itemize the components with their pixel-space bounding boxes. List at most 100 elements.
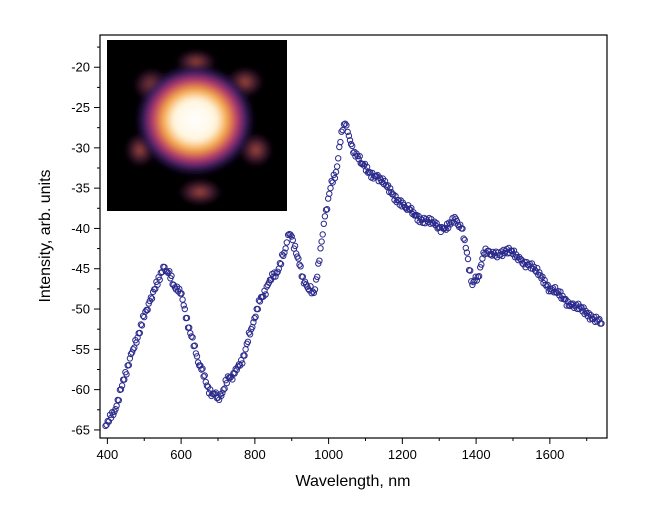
trace-point <box>179 296 186 303</box>
data-point <box>113 402 120 409</box>
trace-point <box>343 122 350 129</box>
x-axis-label: Wavelength, nm <box>295 473 410 490</box>
data-point <box>181 305 189 313</box>
trace-point <box>335 155 342 162</box>
data-point <box>561 296 568 303</box>
data-point <box>284 231 292 239</box>
data-point <box>487 251 495 258</box>
trace-point <box>252 313 259 320</box>
data-point <box>321 213 329 220</box>
trace-point <box>180 302 187 309</box>
trace-point <box>387 185 394 192</box>
trace-point <box>508 247 516 255</box>
y-tick-label: -55 <box>71 342 90 357</box>
data-point <box>146 297 154 305</box>
trace-point <box>580 304 587 311</box>
trace-point <box>229 376 236 383</box>
trace-point <box>541 276 548 284</box>
data-point <box>531 267 539 274</box>
trace-point <box>193 353 201 360</box>
trace-point <box>282 245 289 252</box>
y-tick-label: -50 <box>71 302 90 317</box>
data-point <box>118 382 126 389</box>
trace-point <box>542 281 549 288</box>
trace-point <box>464 255 472 263</box>
data-point <box>509 251 517 258</box>
data-point <box>236 362 244 369</box>
trace-point <box>378 178 385 186</box>
data-point <box>209 390 216 397</box>
x-axis: 400 600 800 1000 1200 1400 1600 <box>97 438 588 462</box>
trace-point <box>183 314 191 322</box>
trace-point <box>349 142 356 150</box>
trace-point <box>318 238 325 245</box>
trace-point <box>585 310 592 317</box>
trace-point <box>191 342 199 349</box>
data-point <box>590 313 598 321</box>
trace-point <box>391 196 398 204</box>
trace-point <box>144 306 151 313</box>
data-point <box>517 255 524 263</box>
trace-point <box>199 365 206 372</box>
data-point <box>294 253 301 260</box>
data-point <box>102 422 109 430</box>
data-point <box>474 273 482 280</box>
trace-point <box>333 163 341 170</box>
data-point <box>388 189 395 196</box>
data-point <box>242 346 249 353</box>
data-point <box>157 269 165 276</box>
data-point <box>568 301 576 309</box>
data-point <box>281 249 288 256</box>
data-point <box>338 128 345 135</box>
data-point <box>124 362 131 369</box>
data-point <box>358 160 365 168</box>
trace-point <box>201 372 208 379</box>
trace-point <box>311 286 319 293</box>
trace-point <box>221 385 228 392</box>
data-point <box>432 222 439 229</box>
x-tick-label: 1400 <box>462 447 491 462</box>
data-point <box>310 289 318 297</box>
y-tick-label: -20 <box>71 60 90 75</box>
data-point <box>469 281 476 289</box>
trace-point <box>147 294 155 301</box>
y-tick-label: -30 <box>71 140 90 155</box>
data-point <box>327 184 334 192</box>
trace-point <box>131 344 138 351</box>
data-point <box>248 326 255 333</box>
trace-point <box>467 267 474 274</box>
trace-point <box>344 128 351 136</box>
trace-point <box>218 392 225 399</box>
trace-point <box>246 331 254 338</box>
data-point <box>231 370 238 377</box>
y-tick-label: -60 <box>71 382 90 397</box>
x-tick-label: 1000 <box>314 447 343 462</box>
trace-point <box>296 261 303 268</box>
data-point <box>225 374 233 381</box>
data-point <box>546 285 553 293</box>
data-point <box>452 215 459 223</box>
trace-point <box>138 322 146 329</box>
trace-point <box>117 386 125 393</box>
trace-point <box>115 397 123 404</box>
x-tick-label: 400 <box>97 447 119 462</box>
trace-point <box>251 315 258 322</box>
y-axis-label: Intensity, arb. units <box>37 169 54 302</box>
data-point <box>253 305 260 313</box>
trace-point <box>274 268 281 275</box>
trace-point <box>381 177 389 185</box>
data-point <box>583 309 590 317</box>
trace-point <box>223 379 231 387</box>
plot-frame <box>99 34 608 439</box>
y-tick-label: -35 <box>71 181 90 196</box>
trace-point <box>280 252 287 260</box>
data-point <box>458 225 465 232</box>
data-point <box>425 218 432 226</box>
trace-point <box>126 355 134 362</box>
data-point <box>299 273 306 280</box>
trace-point <box>462 244 469 252</box>
trace-point <box>291 242 299 250</box>
data-point <box>410 209 417 216</box>
trace-point <box>250 319 257 326</box>
data-point <box>402 205 410 212</box>
